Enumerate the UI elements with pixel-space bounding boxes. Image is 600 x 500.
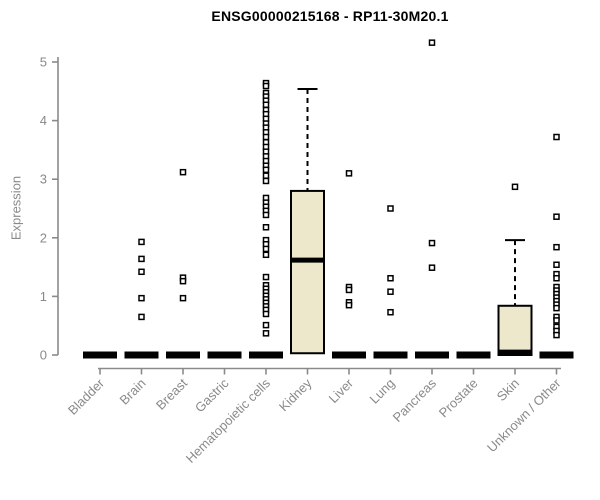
outlier-point <box>387 288 394 295</box>
flat-box-2 <box>166 351 200 359</box>
outlier-point <box>179 277 187 285</box>
outlier-point <box>428 239 436 247</box>
outlier-point <box>553 261 560 269</box>
outlier-point <box>262 133 270 141</box>
x-tick-label-9: Prostate <box>436 376 481 421</box>
x-tick-label-3: Gastric <box>192 375 232 415</box>
outlier-point <box>345 301 353 309</box>
outlier-point <box>262 166 270 174</box>
outlier-point <box>262 245 270 253</box>
outlier-point <box>262 321 270 329</box>
y-tick-label: 0 <box>40 348 47 363</box>
outlier-point <box>262 177 270 185</box>
chart-title: ENSG00000215168 - RP11-30M20.1 <box>211 8 449 24</box>
x-tick-label-7: Lung <box>367 376 398 407</box>
outlier-point <box>262 172 270 179</box>
outlier-point <box>262 273 270 281</box>
y-tick-label: 4 <box>40 113 47 128</box>
flat-box-1 <box>124 351 159 359</box>
flat-box-7 <box>373 351 408 359</box>
outlier-point <box>553 133 560 141</box>
outlier-point <box>262 310 270 318</box>
outlier-point <box>345 286 353 294</box>
outlier-point <box>553 213 560 220</box>
x-tick-label-6: Liver <box>326 375 357 406</box>
outlier-point <box>553 331 560 339</box>
box-5 <box>290 189 325 355</box>
outlier-point <box>345 170 353 177</box>
y-tick-label: 2 <box>40 230 47 245</box>
outlier-point <box>138 313 145 321</box>
outlier-point <box>553 317 560 324</box>
y-tick-label: 3 <box>40 172 47 187</box>
flat-box-4 <box>249 351 283 359</box>
outlier-point <box>179 168 187 176</box>
x-tick-label-5: Kidney <box>276 375 315 414</box>
outlier-point <box>262 211 270 219</box>
outlier-point <box>428 39 436 46</box>
outlier-point <box>138 255 145 263</box>
flat-box-3 <box>207 351 242 359</box>
outlier-point <box>262 82 270 90</box>
x-tick-label-8: Pancreas <box>390 375 440 425</box>
outlier-point <box>387 205 394 212</box>
flat-box-8 <box>415 351 449 359</box>
flat-box-6 <box>332 351 366 359</box>
outlier-point <box>387 274 394 282</box>
outlier-point <box>428 264 436 271</box>
outlier-point <box>387 308 394 316</box>
y-tick-label: 5 <box>40 55 47 70</box>
outlier-point <box>262 251 270 259</box>
outlier-point <box>138 268 145 276</box>
outlier-point <box>179 294 187 302</box>
outlier-point <box>138 294 145 302</box>
box-10 <box>497 304 533 356</box>
outlier-point <box>262 224 270 231</box>
x-tick-label-0: Bladder <box>65 375 108 418</box>
y-tick-label: 1 <box>40 289 47 304</box>
outlier-point <box>553 243 560 251</box>
flat-box-11 <box>539 351 574 359</box>
outlier-point <box>553 274 560 282</box>
x-tick-label-1: Brain <box>117 376 149 408</box>
outlier-point <box>511 183 519 191</box>
outlier-point <box>138 238 145 246</box>
outlier-point <box>262 330 270 337</box>
x-tick-label-11: Unknown / Other <box>484 375 564 455</box>
flat-box-9 <box>456 351 491 359</box>
flat-box-0 <box>83 351 117 359</box>
outlier-point <box>553 304 560 312</box>
outlier-point <box>262 101 270 109</box>
x-tick-label-10: Skin <box>494 376 522 404</box>
x-tick-label-2: Breast <box>153 375 190 412</box>
